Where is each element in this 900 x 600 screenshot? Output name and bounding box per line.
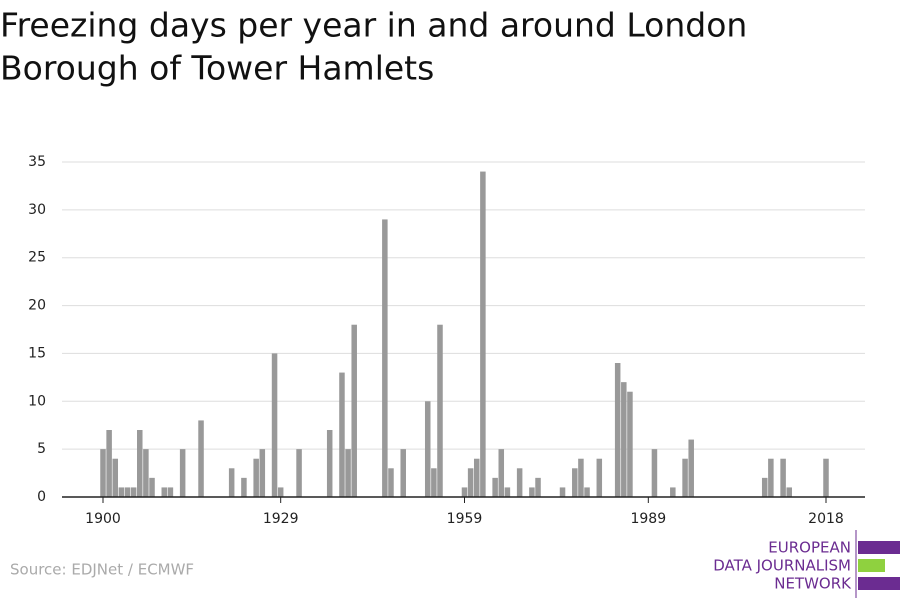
- bar: [253, 458, 259, 497]
- y-tick-label: 5: [37, 441, 46, 457]
- bar: [651, 449, 658, 497]
- source: Source: EDJNet / ECMWF: [10, 561, 194, 579]
- x-tick-label: 1959: [447, 511, 483, 527]
- bar: [167, 487, 174, 497]
- logo-bar: [858, 559, 885, 572]
- bar: [259, 449, 266, 497]
- bar: [823, 458, 829, 497]
- bar: [473, 458, 480, 497]
- bar: [768, 458, 774, 497]
- chart-title: Borough of Tower Hamlets: [0, 49, 434, 88]
- logo: EUROPEAN DATA JOURNALISM NETWORK: [713, 530, 900, 598]
- bar: [400, 449, 406, 497]
- bar: [596, 458, 603, 497]
- y-tick-label: 15: [28, 345, 46, 361]
- bar: [345, 449, 351, 497]
- bar: [241, 477, 247, 497]
- logo-text: EUROPEAN: [768, 539, 851, 557]
- bar: [161, 487, 168, 497]
- bar: [143, 449, 149, 497]
- bar: [382, 219, 388, 497]
- x-tick-label: 1900: [85, 511, 121, 527]
- bar: [351, 324, 357, 497]
- bar: [130, 487, 137, 497]
- x-tick-label: 2018: [808, 511, 844, 527]
- bar: [149, 477, 155, 497]
- bar: [559, 487, 566, 497]
- bar: [461, 487, 468, 497]
- x-tick-label: 1989: [630, 511, 666, 527]
- x-tick-label: 1929: [263, 511, 299, 527]
- bar: [480, 171, 486, 498]
- bar: [780, 458, 786, 497]
- bar: [271, 353, 278, 497]
- y-tick-label: 10: [28, 393, 46, 409]
- bar: [112, 458, 119, 497]
- bar: [106, 430, 112, 497]
- bar: [572, 468, 578, 497]
- bar: [100, 449, 106, 497]
- bar: [529, 487, 535, 497]
- logo-text: NETWORK: [774, 575, 852, 593]
- bar: [682, 458, 688, 497]
- bar: [504, 487, 511, 497]
- bar: [326, 430, 333, 497]
- bar: [424, 401, 431, 497]
- bar: [179, 449, 186, 497]
- bar: [388, 468, 394, 497]
- bar: [467, 468, 474, 497]
- y-tick-label: 20: [28, 298, 46, 314]
- bar: [584, 487, 590, 497]
- bar: [578, 458, 584, 497]
- bar: [118, 487, 125, 497]
- bar: [228, 468, 235, 497]
- y-tick-label: 25: [28, 250, 46, 266]
- y-tick-label: 30: [28, 202, 46, 218]
- bar: [137, 430, 143, 497]
- bar: [498, 449, 505, 497]
- bar: [688, 439, 694, 497]
- bar: [492, 477, 498, 497]
- bar: [535, 477, 541, 497]
- bar: [786, 487, 792, 497]
- bar: [670, 487, 676, 497]
- bar: [296, 449, 302, 497]
- bar: [198, 420, 204, 497]
- bar: [431, 468, 437, 497]
- bar: [516, 468, 523, 497]
- bar: [627, 391, 633, 497]
- logo-text: DATA JOURNALISM: [713, 557, 851, 575]
- y-tick-label: 35: [28, 154, 46, 170]
- y-tick-label: 0: [37, 489, 46, 505]
- bar: [277, 487, 284, 497]
- logo-bar: [858, 541, 900, 554]
- bar: [437, 324, 443, 497]
- chart-title: Freezing days per year in and around Lon…: [0, 6, 747, 45]
- bar: [339, 372, 345, 497]
- bar: [124, 487, 131, 497]
- bar: [614, 363, 621, 497]
- logo-bar: [858, 577, 900, 590]
- bar: [621, 382, 627, 497]
- bar: [761, 477, 768, 497]
